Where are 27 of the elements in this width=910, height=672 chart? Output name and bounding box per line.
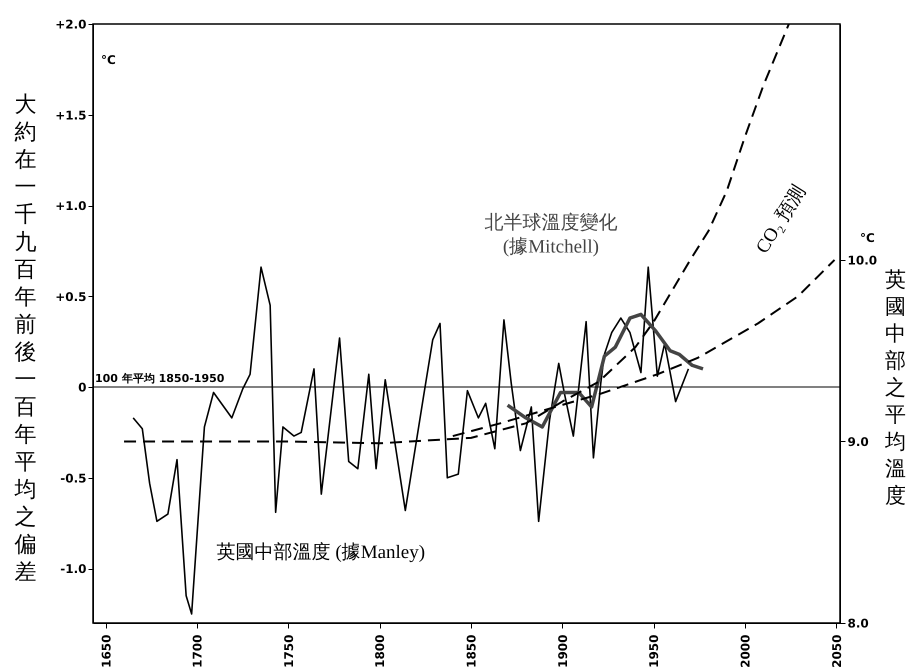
y-tick-label: 0 bbox=[78, 380, 86, 395]
y-tick-label: +1.5 bbox=[55, 108, 86, 122]
y-tick-label: +0.5 bbox=[55, 290, 86, 304]
y2-tick-label: 8.0 bbox=[848, 616, 869, 630]
annotation: °C bbox=[101, 53, 116, 67]
ref-line-label: 100 年平均 1850-1950 bbox=[95, 372, 225, 386]
x-tick-label: 1950 bbox=[647, 634, 662, 668]
y2-tick-label: 9.0 bbox=[848, 434, 869, 449]
x-tick-label: 2000 bbox=[738, 634, 753, 668]
y-tick-label: +1.0 bbox=[55, 199, 86, 214]
text: 大約在一千九百年前後一百年平均之偏差 bbox=[14, 92, 36, 584]
text: 北半球溫度變化 (據Mitchell) bbox=[484, 211, 618, 258]
x-tick-label: 1650 bbox=[99, 634, 114, 668]
x-tick-label: 2050 bbox=[830, 634, 844, 668]
x-tick-label: 1850 bbox=[464, 634, 479, 668]
text: CO₂ 預測 bbox=[752, 182, 810, 258]
x-tick-label: 1700 bbox=[190, 634, 205, 668]
text: 英國中部之平均溫度 bbox=[885, 268, 906, 508]
y-tick-label: +2.0 bbox=[55, 18, 86, 32]
y2-tick-label: 10.0 bbox=[848, 253, 878, 268]
y-tick-label: -0.5 bbox=[60, 471, 86, 486]
x-tick-label: 1750 bbox=[282, 634, 296, 668]
text: °C bbox=[860, 231, 875, 245]
series-label: 英國中部溫度 (據Manley) bbox=[216, 540, 426, 563]
x-tick-label: 1800 bbox=[373, 634, 388, 668]
x-tick-label: 1900 bbox=[556, 634, 570, 668]
y-tick-label: -1.0 bbox=[60, 562, 86, 576]
